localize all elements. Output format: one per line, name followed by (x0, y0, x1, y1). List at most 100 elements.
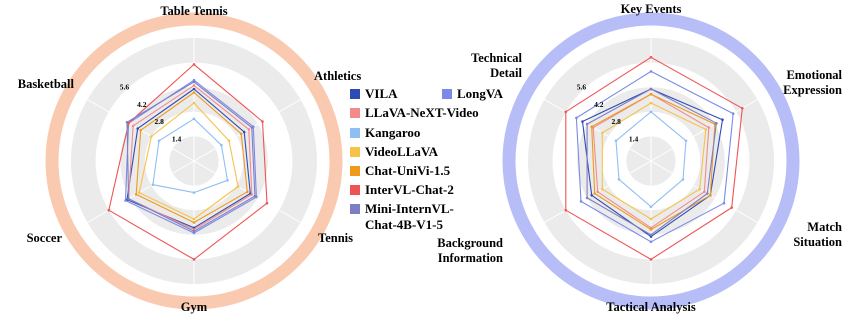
point-llava-next-video (596, 190, 599, 194)
point-intervl-chat-2 (265, 201, 269, 205)
outer-band (45, 12, 343, 310)
axis-label-tennis: Tennis (318, 231, 353, 245)
axis-label-tactical-analysis: Tactical Analysis (606, 300, 696, 314)
point-mini-internvl-chat-4b-v1-5 (250, 126, 254, 129)
point-kangaroo (157, 139, 161, 143)
ring-label: 1.4 (172, 135, 182, 144)
spoke (544, 99, 652, 162)
legend-swatch-kangaroo (350, 128, 360, 138)
point-llava-next-video (247, 128, 251, 131)
point-kangaroo (617, 178, 621, 181)
point-vila (649, 235, 653, 238)
ring-label: 1.4 (629, 135, 639, 144)
ring-label: 2.8 (155, 117, 165, 126)
legend-label-mini-internvl-chat-4b-v1-5: Mini-InternVL-Chat-4B-V1-5 (365, 201, 454, 232)
point-chat-univi-1-5 (192, 221, 196, 224)
point-kangaroo (192, 117, 196, 121)
legend-label-longva: LongVA (457, 86, 504, 101)
spoke (87, 160, 195, 223)
legend: VILA LongVA LLaVA-NeXT-Video Kangaroo VideoL… (350, 86, 504, 232)
radar-chart-sports: 1.4 2.8 4.2 5.6 Table Tennis Athletics Tennis G… (18, 4, 362, 314)
point-chat-univi-1-5 (139, 129, 142, 132)
point-kangaroo (226, 179, 229, 182)
point-longva (649, 240, 653, 244)
point-mini-internvl-chat-4b-v1-5 (649, 233, 653, 237)
point-kangaroo (614, 139, 618, 143)
axis-label-match-situation: Match Situation (793, 220, 842, 249)
point-llava-next-video (192, 84, 196, 87)
point-videollava (137, 191, 141, 194)
axis-label-technical-detail: Technical Detail (471, 51, 522, 80)
point-longva (722, 201, 726, 205)
point-longva (124, 199, 127, 202)
point-intervl-chat-2 (261, 120, 264, 123)
point-intervl-chat-2 (192, 63, 196, 66)
point-llava-next-video (192, 228, 196, 231)
axis-label-basketball: Basketball (18, 77, 75, 91)
point-mini-internvl-chat-4b-v1-5 (585, 196, 589, 200)
point-vila (242, 130, 246, 134)
point-chat-univi-1-5 (239, 132, 243, 136)
point-videollava (236, 185, 240, 188)
point-vila (192, 87, 196, 91)
point-vila (721, 118, 724, 121)
axis-label-gym: Gym (181, 300, 208, 314)
axis-label-emotional-expression: Emotional Expression (783, 68, 842, 97)
point-longva (731, 112, 735, 115)
point-llava-next-video (703, 190, 706, 194)
axis-label-background-information: Background Information (437, 236, 503, 265)
point-vila (136, 127, 139, 130)
point-videollava (601, 131, 604, 135)
axis-label-soccer: Soccer (27, 231, 63, 245)
point-videollava (192, 101, 196, 105)
point-mini-internvl-chat-4b-v1-5 (585, 122, 589, 126)
point-kangaroo (192, 191, 196, 194)
legend-label-vila: VILA (365, 86, 398, 101)
legend-label-chat-univi-1-5: Chat-UniVi-1.5 (365, 163, 451, 178)
point-chat-univi-1-5 (649, 92, 653, 96)
point-vila (581, 120, 584, 123)
ring-label: 4.2 (594, 100, 604, 109)
legend-label-intervl-chat-2: InterVL-Chat-2 (365, 182, 454, 197)
point-mini-internvl-chat-4b-v1-5 (125, 121, 129, 124)
legend-label-kangaroo: Kangaroo (365, 125, 420, 140)
axis-label-table-tennis: Table Tennis (160, 4, 227, 18)
point-intervl-chat-2 (730, 206, 733, 209)
point-longva (579, 200, 583, 203)
point-intervl-chat-2 (564, 110, 568, 114)
ring-label: 5.6 (577, 82, 587, 91)
legend-swatch-chat-univi-1-5 (350, 166, 360, 176)
point-mini-internvl-chat-4b-v1-5 (706, 192, 709, 195)
legend-swatch-llava-next-video (350, 108, 360, 118)
legend-swatch-vila (350, 89, 360, 99)
point-llava-next-video (250, 193, 254, 196)
point-chat-univi-1-5 (192, 91, 196, 94)
point-chat-univi-1-5 (246, 190, 249, 194)
axis-label-key-events: Key Events (621, 2, 682, 16)
point-vila (590, 194, 593, 197)
point-mini-internvl-chat-4b-v1-5 (127, 197, 130, 201)
point-kangaroo (649, 110, 653, 114)
point-videollava (192, 217, 196, 221)
point-mini-internvl-chat-4b-v1-5 (192, 230, 196, 233)
axis-label-athletics: Athletics (314, 69, 361, 83)
legend-swatch-mini-internvl-chat-4b-v1-5 (350, 204, 360, 214)
point-chat-univi-1-5 (649, 228, 653, 231)
point-longva (649, 70, 653, 73)
legend-label-videollava: VideoLLaVA (365, 144, 439, 159)
point-intervl-chat-2 (649, 56, 653, 59)
point-mini-internvl-chat-4b-v1-5 (253, 194, 257, 198)
radar-chart-aspects: 1.4 2.8 4.2 5.6 Key Events Emotional Expressio… (437, 2, 842, 314)
point-videollava (704, 128, 708, 131)
point-chat-univi-1-5 (709, 194, 712, 197)
point-mini-internvl-chat-4b-v1-5 (192, 80, 196, 84)
point-chat-univi-1-5 (593, 192, 596, 195)
point-intervl-chat-2 (192, 258, 196, 261)
legend-swatch-intervl-chat-2 (350, 185, 360, 195)
legend-label-llava-next-video: LLaVA-NeXT-Video (365, 105, 479, 120)
point-videollava (150, 135, 153, 138)
point-llava-next-video (707, 126, 711, 129)
point-intervl-chat-2 (107, 208, 111, 212)
point-mini-internvl-chat-4b-v1-5 (649, 87, 653, 91)
